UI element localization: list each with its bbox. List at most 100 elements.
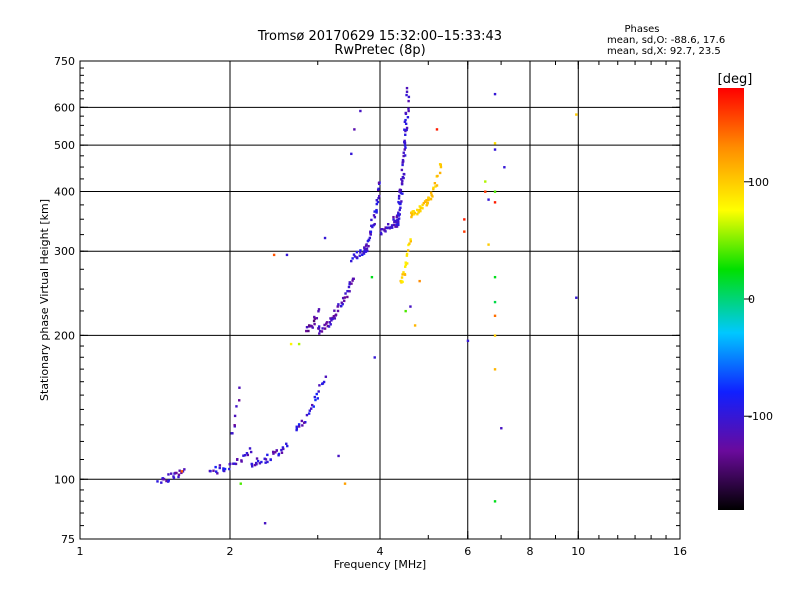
data-point bbox=[400, 178, 403, 181]
data-point bbox=[245, 452, 249, 455]
data-point bbox=[333, 317, 337, 320]
data-point bbox=[438, 163, 442, 166]
data-point bbox=[274, 451, 277, 454]
data-point bbox=[493, 314, 497, 318]
data-point bbox=[246, 453, 250, 457]
data-point bbox=[295, 428, 298, 432]
data-point bbox=[380, 232, 383, 236]
data-point bbox=[392, 223, 396, 227]
data-point bbox=[367, 238, 371, 242]
data-point bbox=[410, 215, 413, 219]
data-point bbox=[386, 222, 390, 226]
data-point bbox=[379, 228, 383, 231]
data-point bbox=[431, 195, 434, 198]
data-point bbox=[318, 384, 321, 387]
data-point bbox=[404, 133, 407, 136]
data-point bbox=[344, 292, 347, 295]
data-point bbox=[332, 315, 336, 318]
colorbar: [deg] 100 0 -100 bbox=[718, 72, 773, 510]
data-point bbox=[493, 148, 497, 151]
data-point bbox=[162, 478, 165, 481]
data-point bbox=[377, 187, 380, 191]
data-point bbox=[343, 296, 347, 299]
data-point bbox=[397, 222, 400, 225]
data-point bbox=[395, 214, 399, 217]
data-point bbox=[364, 248, 367, 251]
data-point bbox=[352, 253, 356, 256]
data-point bbox=[255, 463, 258, 466]
data-point bbox=[343, 299, 346, 303]
data-point bbox=[404, 309, 407, 313]
data-point bbox=[463, 230, 466, 233]
data-point bbox=[317, 325, 321, 328]
data-point bbox=[405, 126, 409, 130]
data-point bbox=[177, 475, 180, 479]
data-point bbox=[180, 470, 184, 473]
data-point bbox=[337, 303, 340, 306]
colorbar-label: [deg] bbox=[718, 72, 753, 87]
data-point bbox=[400, 279, 403, 283]
data-point bbox=[503, 166, 506, 169]
data-point bbox=[180, 471, 183, 475]
data-point bbox=[366, 249, 369, 253]
data-point bbox=[392, 218, 395, 221]
data-point bbox=[427, 196, 430, 200]
data-point bbox=[348, 282, 351, 286]
data-point bbox=[367, 244, 370, 248]
data-point bbox=[412, 210, 415, 213]
data-point bbox=[401, 158, 405, 162]
data-point bbox=[324, 375, 328, 378]
data-point bbox=[178, 469, 181, 472]
data-point bbox=[311, 326, 314, 329]
data-point bbox=[375, 202, 378, 206]
data-point bbox=[300, 419, 304, 423]
data-point bbox=[493, 201, 497, 204]
data-point bbox=[281, 446, 285, 449]
grid-lines bbox=[80, 61, 680, 539]
data-point bbox=[397, 197, 401, 200]
data-point bbox=[372, 214, 376, 217]
data-point bbox=[305, 329, 308, 333]
x-tick-label: 2 bbox=[227, 545, 234, 558]
data-point bbox=[365, 247, 369, 250]
data-point bbox=[433, 182, 437, 185]
data-point bbox=[348, 281, 351, 284]
data-point bbox=[233, 462, 236, 465]
data-point bbox=[269, 458, 272, 462]
data-point bbox=[383, 229, 386, 232]
data-point bbox=[399, 206, 402, 209]
data-point bbox=[313, 315, 316, 319]
data-point bbox=[401, 161, 404, 164]
data-point bbox=[406, 249, 410, 252]
data-point bbox=[214, 470, 218, 473]
data-point bbox=[435, 184, 439, 187]
data-point bbox=[253, 463, 257, 467]
data-point bbox=[363, 246, 366, 249]
data-point bbox=[397, 194, 401, 198]
x-tick-label: 4 bbox=[377, 545, 384, 558]
y-tick-label: 75 bbox=[61, 533, 75, 546]
data-point bbox=[418, 279, 421, 283]
y-tick-label: 500 bbox=[54, 139, 75, 152]
data-point bbox=[380, 228, 384, 231]
data-point bbox=[337, 454, 340, 458]
data-point bbox=[329, 317, 332, 320]
data-point bbox=[403, 120, 407, 124]
data-point bbox=[575, 113, 578, 116]
data-point bbox=[407, 99, 410, 103]
data-point bbox=[400, 182, 404, 185]
data-point bbox=[397, 213, 400, 216]
data-point bbox=[266, 453, 269, 457]
data-point bbox=[277, 452, 281, 456]
data-point bbox=[218, 466, 221, 470]
chart-title: Tromsø 20170629 15:32:00–15:33:43 bbox=[257, 29, 502, 44]
data-point bbox=[309, 407, 313, 410]
data-point bbox=[403, 139, 406, 143]
data-point bbox=[403, 141, 406, 144]
data-point bbox=[172, 476, 176, 480]
data-point bbox=[325, 321, 329, 324]
data-point bbox=[397, 217, 401, 220]
data-point bbox=[493, 500, 497, 503]
data-point bbox=[313, 322, 316, 326]
data-point bbox=[231, 432, 234, 435]
